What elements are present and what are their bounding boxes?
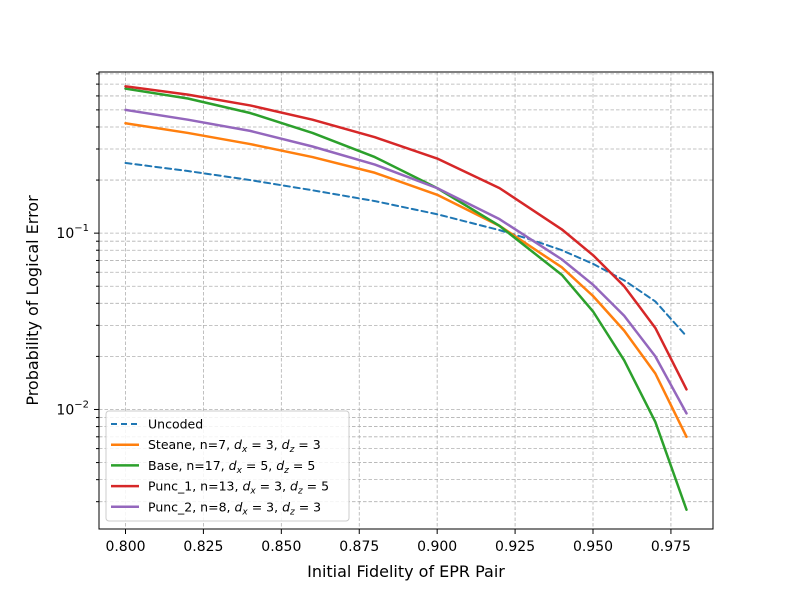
- series-line-punc-1: [124, 85, 688, 391]
- legend-label-part: d: [242, 479, 250, 494]
- legend-entry-label: Uncoded: [148, 417, 203, 432]
- legend-label-part: d: [234, 437, 242, 452]
- legend-label-part: = 3,: [247, 437, 281, 452]
- legend-label-part: d: [276, 458, 284, 473]
- plot-frame: [98, 71, 714, 530]
- x-tick-label: 0.950: [573, 539, 613, 555]
- legend-label-part: z: [289, 445, 295, 455]
- x-tick-label: 0.825: [183, 539, 223, 555]
- legend-label-part: d: [229, 458, 237, 473]
- x-tick-label: 0.850: [261, 539, 301, 555]
- legend-label-part: x: [241, 507, 248, 517]
- series-layer: [124, 85, 688, 511]
- legend-label-part: Punc_1, n=13,: [148, 479, 242, 494]
- legend-entry-label: Base, n=17, dx = 5, dz = 5: [148, 458, 315, 476]
- y-tick-label-exponent: −1: [74, 223, 89, 234]
- series-line-base: [124, 87, 688, 511]
- x-tick-label: 0.975: [651, 539, 691, 555]
- legend-label-part: Base, n=17,: [148, 458, 229, 473]
- legend-label-part: z: [289, 507, 295, 517]
- y-tick-label-base: 10: [56, 226, 74, 242]
- legend-label-part: = 5: [289, 458, 315, 473]
- legend-box: [105, 410, 350, 522]
- legend-label-part: = 3,: [256, 479, 290, 494]
- y-axis-label: Probability of Logical Error: [23, 195, 42, 406]
- x-tick-label: 0.800: [105, 539, 145, 555]
- legend-entry-label: Punc_1, n=13, dx = 3, dz = 5: [148, 479, 329, 497]
- legend-entry-label: Punc_2, n=8, dx = 3, dz = 3: [148, 499, 321, 517]
- legend-label-part: x: [249, 487, 256, 497]
- legend-label-part: d: [282, 499, 290, 514]
- legend-label-part: = 3: [295, 499, 321, 514]
- legend-label-part: Punc_2, n=8,: [148, 499, 234, 514]
- legend-label-part: z: [297, 487, 303, 497]
- legend-label-part: d: [282, 437, 290, 452]
- y-tick-label: 10−1: [56, 223, 89, 242]
- x-tick-label: 0.925: [495, 539, 535, 555]
- y-tick-label-base: 10: [56, 402, 74, 418]
- legend-label-part: = 5,: [242, 458, 276, 473]
- legend-label-part: z: [283, 466, 289, 476]
- legend-label-part: x: [236, 466, 243, 476]
- y-tick-label-exponent: −2: [74, 399, 89, 410]
- legend-label-part: d: [234, 499, 242, 514]
- x-tick-label: 0.875: [339, 539, 379, 555]
- x-tick-label: 0.900: [417, 539, 457, 555]
- legend-label-part: d: [290, 479, 298, 494]
- y-tick-label: 10−2: [56, 399, 89, 418]
- legend-label-part: Steane, n=7,: [148, 437, 234, 452]
- axis-layer: 0.800 0.825 0.850 0.875 0.900 0.925 0.950 0.975…: [56, 73, 691, 555]
- legend-label-part: = 3,: [248, 499, 282, 514]
- series-line-steane: [124, 121, 688, 439]
- legend-entry-label: Steane, n=7, dx = 3, dz = 3: [148, 437, 321, 455]
- legend-label-part: Uncoded: [148, 417, 203, 432]
- series-line-uncoded: [124, 161, 688, 338]
- legend-label-part: = 5: [303, 479, 329, 494]
- legend-label-part: = 3: [294, 437, 320, 452]
- legend-label-part: x: [241, 445, 248, 455]
- x-axis-label: Initial Fidelity of EPR Pair: [307, 562, 505, 581]
- series-line-punc-2: [124, 108, 688, 415]
